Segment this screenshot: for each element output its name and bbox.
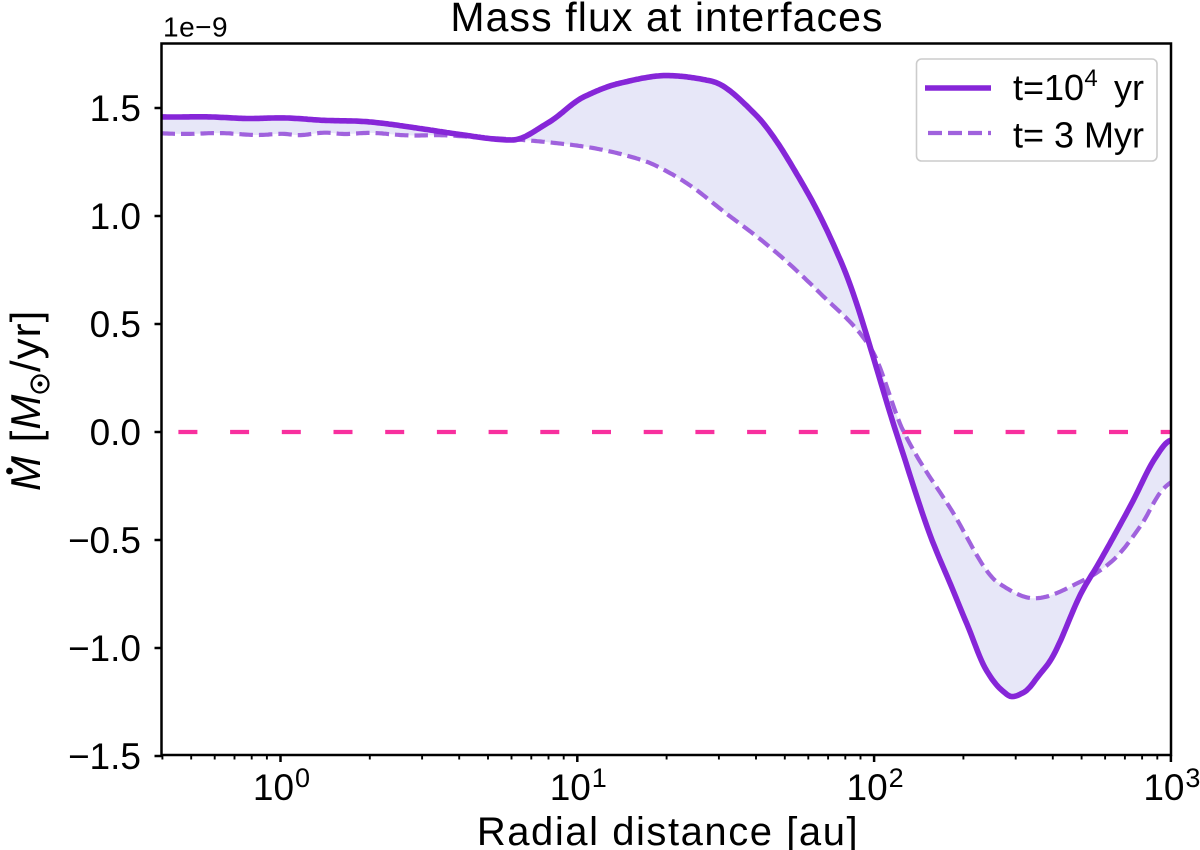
svg-text:1e−9: 1e−9: [163, 12, 228, 43]
svg-text:Radial distance [au]: Radial distance [au]: [477, 810, 859, 850]
svg-text:−1.0: −1.0: [68, 628, 141, 669]
svg-text:3: 3: [1185, 763, 1200, 793]
svg-text:10: 10: [253, 767, 294, 808]
svg-text:10: 10: [550, 767, 591, 808]
svg-text:10: 10: [847, 767, 888, 808]
svg-text:Mass flux at interfaces: Mass flux at interfaces: [450, 0, 883, 40]
svg-text:0: 0: [295, 763, 310, 793]
svg-text:yr: yr: [1114, 67, 1144, 108]
svg-text:1.5: 1.5: [90, 88, 141, 129]
svg-text:−1.5: −1.5: [68, 736, 141, 777]
svg-text:0.5: 0.5: [90, 304, 141, 345]
svg-text:t= 3 Myr: t= 3 Myr: [1013, 115, 1144, 156]
svg-text:M [M: M [M: [2, 394, 49, 491]
svg-text:0.0: 0.0: [90, 412, 141, 453]
svg-text:2: 2: [889, 763, 904, 793]
svg-text:t=10: t=10: [1013, 67, 1084, 108]
svg-text:4: 4: [1084, 65, 1097, 92]
svg-text:1.0: 1.0: [90, 196, 141, 237]
svg-text:/yr]: /yr]: [2, 310, 49, 372]
svg-text:−0.5: −0.5: [68, 520, 141, 561]
svg-text:1: 1: [592, 763, 607, 793]
svg-text:10: 10: [1143, 767, 1184, 808]
